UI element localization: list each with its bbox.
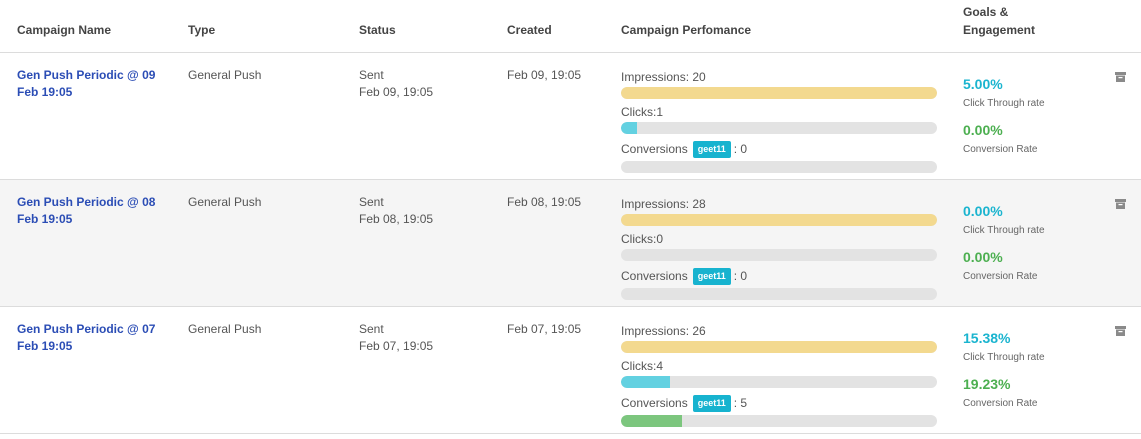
impressions-bar-fill bbox=[621, 341, 937, 353]
conversion-rate-value: 19.23% bbox=[963, 376, 1011, 392]
table-row: Gen Push Periodic @ 08 Feb 19:05 General… bbox=[0, 180, 1141, 307]
goals-engagement: 15.38% Click Through rate 19.23% Convers… bbox=[963, 329, 1103, 421]
conversions-row: Conversions geet11 : 5 bbox=[621, 393, 937, 413]
goal-badge[interactable]: geet11 bbox=[692, 267, 731, 285]
campaign-name-link[interactable]: Gen Push Periodic @ 08 Feb 19:05 bbox=[17, 194, 167, 228]
campaign-status-date: Feb 08, 19:05 bbox=[359, 212, 434, 226]
conversions-value: : 0 bbox=[733, 269, 748, 283]
goals-engagement: 0.00% Click Through rate 0.00% Conversio… bbox=[963, 202, 1103, 294]
impressions-label: Impressions: 26 bbox=[621, 324, 706, 338]
impressions-bar bbox=[621, 214, 937, 226]
campaign-status-cell: Sent Feb 08, 19:05 bbox=[359, 194, 433, 228]
impressions-label: Impressions: 28 bbox=[621, 197, 706, 211]
campaign-name-cell: Gen Push Periodic @ 08 Feb 19:05 bbox=[17, 194, 167, 228]
conversion-rate-label: Conversion Rate bbox=[963, 398, 1038, 409]
column-header-created[interactable]: Created bbox=[507, 23, 552, 37]
column-header-type[interactable]: Type bbox=[188, 23, 216, 37]
archive-icon-svg bbox=[1115, 199, 1126, 209]
clicks-label: Clicks:4 bbox=[621, 359, 664, 373]
campaign-name-line2: Feb 19:05 bbox=[17, 212, 73, 226]
campaign-status-date: Feb 07, 19:05 bbox=[359, 339, 434, 353]
campaign-type: General Push bbox=[188, 322, 262, 336]
conversion-rate-label: Conversion Rate bbox=[963, 271, 1038, 282]
campaign-performance: Impressions: 28 Clicks:0 Conversions gee… bbox=[621, 196, 937, 305]
column-header-goals: Goals & Engagement bbox=[963, 3, 1035, 39]
conversions-bar-fill bbox=[621, 415, 682, 427]
column-header-status[interactable]: Status bbox=[359, 23, 396, 37]
campaign-status-date: Feb 09, 19:05 bbox=[359, 85, 434, 99]
campaign-name-line1: Gen Push Periodic @ 09 bbox=[17, 68, 156, 82]
archive-icon[interactable] bbox=[1115, 323, 1126, 336]
click-through-rate-label: Click Through rate bbox=[963, 98, 1045, 109]
goal-badge[interactable]: geet11 bbox=[692, 140, 731, 158]
conversions-label: Conversions bbox=[621, 269, 688, 283]
impressions-bar bbox=[621, 87, 937, 99]
conversions-bar bbox=[621, 288, 937, 300]
click-through-rate-label: Click Through rate bbox=[963, 225, 1045, 236]
campaign-name-link[interactable]: Gen Push Periodic @ 09 Feb 19:05 bbox=[17, 67, 167, 101]
campaign-status: Sent bbox=[359, 195, 384, 209]
conversion-rate-label: Conversion Rate bbox=[963, 144, 1038, 155]
goals-engagement: 5.00% Click Through rate 0.00% Conversio… bbox=[963, 75, 1103, 167]
column-header-performance: Campaign Perfomance bbox=[621, 23, 752, 37]
campaign-name-cell: Gen Push Periodic @ 09 Feb 19:05 bbox=[17, 67, 167, 101]
campaign-status: Sent bbox=[359, 68, 384, 82]
clicks-bar-fill bbox=[621, 376, 670, 388]
conversions-bar bbox=[621, 415, 937, 427]
archive-icon-svg bbox=[1115, 326, 1126, 336]
impressions-bar-fill bbox=[621, 214, 937, 226]
campaign-name-cell: Gen Push Periodic @ 07 Feb 19:05 bbox=[17, 321, 167, 355]
conversions-row: Conversions geet11 : 0 bbox=[621, 139, 937, 159]
clicks-bar bbox=[621, 122, 937, 134]
goal-badge[interactable]: geet11 bbox=[692, 394, 731, 412]
click-through-rate-value: 15.38% bbox=[963, 330, 1011, 346]
campaign-name-link[interactable]: Gen Push Periodic @ 07 Feb 19:05 bbox=[17, 321, 167, 355]
campaign-type: General Push bbox=[188, 68, 262, 82]
clicks-bar-fill bbox=[621, 122, 637, 134]
campaign-name-line1: Gen Push Periodic @ 08 bbox=[17, 195, 156, 209]
clicks-label: Clicks:1 bbox=[621, 105, 664, 119]
clicks-label: Clicks:0 bbox=[621, 232, 664, 246]
campaign-name-line2: Feb 19:05 bbox=[17, 339, 73, 353]
conversion-rate-value: 0.00% bbox=[963, 122, 1003, 138]
campaign-name-line2: Feb 19:05 bbox=[17, 85, 73, 99]
click-through-rate-value: 5.00% bbox=[963, 76, 1003, 92]
impressions-bar-fill bbox=[621, 87, 937, 99]
campaign-created: Feb 09, 19:05 bbox=[507, 68, 582, 82]
click-through-rate-label: Click Through rate bbox=[963, 352, 1045, 363]
campaign-status-cell: Sent Feb 07, 19:05 bbox=[359, 321, 433, 355]
campaign-status-cell: Sent Feb 09, 19:05 bbox=[359, 67, 433, 101]
campaign-type: General Push bbox=[188, 195, 262, 209]
campaign-created: Feb 08, 19:05 bbox=[507, 195, 582, 209]
conversions-value: : 0 bbox=[733, 142, 748, 156]
campaign-status: Sent bbox=[359, 322, 384, 336]
archive-icon-svg bbox=[1115, 72, 1126, 82]
clicks-bar bbox=[621, 249, 937, 261]
conversions-value: : 5 bbox=[733, 396, 748, 410]
clicks-bar bbox=[621, 376, 937, 388]
campaign-name-line1: Gen Push Periodic @ 07 bbox=[17, 322, 156, 336]
conversions-row: Conversions geet11 : 0 bbox=[621, 266, 937, 286]
conversions-bar bbox=[621, 161, 937, 173]
click-through-rate-value: 0.00% bbox=[963, 203, 1003, 219]
column-header-goals-line2: Engagement bbox=[963, 23, 1036, 37]
impressions-bar bbox=[621, 341, 937, 353]
impressions-label: Impressions: 20 bbox=[621, 70, 706, 84]
table-header: Campaign Name Type Status Created Campai… bbox=[0, 0, 1141, 53]
campaign-performance: Impressions: 26 Clicks:4 Conversions gee… bbox=[621, 323, 937, 432]
campaign-performance: Impressions: 20 Clicks:1 Conversions gee… bbox=[621, 69, 937, 178]
table-row: Gen Push Periodic @ 07 Feb 19:05 General… bbox=[0, 307, 1141, 434]
conversions-label: Conversions bbox=[621, 142, 688, 156]
archive-icon[interactable] bbox=[1115, 196, 1126, 209]
column-header-campaign-name[interactable]: Campaign Name bbox=[17, 23, 112, 37]
campaign-created: Feb 07, 19:05 bbox=[507, 322, 582, 336]
conversion-rate-value: 0.00% bbox=[963, 249, 1003, 265]
table-row: Gen Push Periodic @ 09 Feb 19:05 General… bbox=[0, 53, 1141, 180]
conversions-label: Conversions bbox=[621, 396, 688, 410]
archive-icon[interactable] bbox=[1115, 69, 1126, 82]
column-header-goals-line1: Goals & bbox=[963, 5, 1009, 19]
